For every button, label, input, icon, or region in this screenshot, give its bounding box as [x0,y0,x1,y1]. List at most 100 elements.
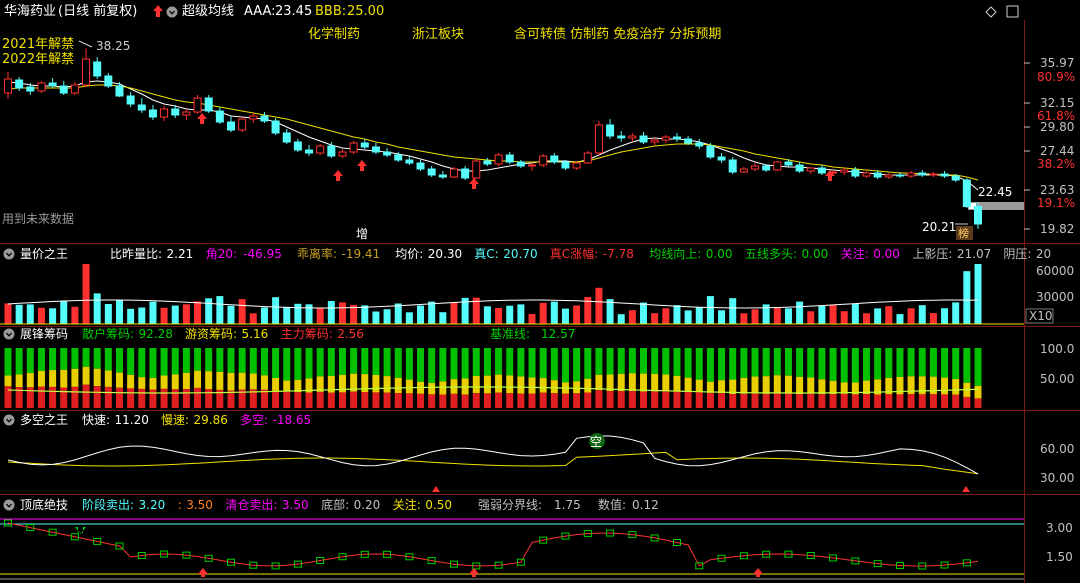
chip-hotmoney [829,380,837,395]
circle-menu-icon[interactable] [3,328,15,340]
kd-title[interactable]: 多空之王 [20,413,68,427]
candle-body [282,132,291,143]
chip-hotmoney [383,376,391,393]
concept-tag[interactable]: 浙江板块 [412,27,464,42]
up-arrow-icon [357,160,367,171]
volume-header: 量价之王 比昨量比: 2.21 角20: -46.95 乖离率: -19.41 均价: 20.… [3,246,1051,261]
field-label: 数值: [598,497,626,512]
window-icon[interactable] [1006,5,1019,18]
chip-hotmoney [160,375,168,389]
candle-body [461,168,470,179]
volume-fields: 比昨量比: 2.21 角20: -46.95 乖离率: -19.41 均价: 20.30 真C:… [110,246,1051,261]
chip-main [260,389,268,408]
candle-body [483,160,492,165]
chip-main [417,393,425,408]
trend-box [940,561,949,569]
field-label: 慢速: [161,413,189,427]
volume-tick: 60000 [1036,264,1074,278]
circle-menu-icon[interactable] [166,6,178,18]
candle-body [160,108,169,118]
chip-retail [517,348,525,377]
trend-box [895,561,904,569]
chip-hotmoney [439,381,447,395]
field-value: 20 [1036,247,1051,261]
indicator-name[interactable]: 超级均线 [182,4,234,19]
candle-body [539,155,548,166]
diamond-icon[interactable] [985,6,997,18]
price-tick: 35.97 [1040,56,1074,70]
candle-body [371,146,380,153]
trend-box [962,559,971,567]
chip-main [127,388,135,408]
volume-bar [773,307,781,324]
chip-main [15,387,23,408]
chip-hotmoney [851,382,859,395]
candle-body [126,95,135,105]
candle-body [204,97,213,112]
chip-retail [863,348,871,381]
kd-short-marker: 空 [590,435,602,449]
volume-bar [383,309,391,324]
chip-hotmoney [896,377,904,395]
candle-body [606,124,615,137]
trend-box [449,560,458,568]
bottom-title[interactable]: 顶底绝技 [20,497,68,512]
price-tick: 19.82 [1040,222,1074,236]
chip-hotmoney [495,374,503,393]
benchmark-line [7,386,979,394]
field-label: 上影压: [912,247,952,261]
volume-bar [4,303,12,324]
stock-name[interactable]: 华海药业 [4,4,56,19]
chip-hotmoney [762,376,770,394]
candle-body [238,118,247,131]
circle-menu-icon[interactable] [3,414,15,426]
volume-bar [584,297,592,324]
chip-main [439,394,447,408]
candle-body [639,135,648,143]
chip-main [93,386,101,408]
chip-hotmoney [327,376,335,393]
volume-title[interactable]: 量价之王 [20,247,68,261]
chip-retail [338,348,346,375]
candle-body [115,85,124,97]
kd-tick: 30.00 [1040,471,1074,485]
chip-hotmoney [260,375,268,390]
trend-box [249,561,258,569]
trend-box [628,531,637,539]
chip-retail [194,348,202,371]
field-label: 基准线: [490,327,530,341]
candle-body [394,154,403,161]
period-label[interactable]: (日线 前复权) [58,3,137,19]
candle-body [249,115,258,120]
sub-axes: 60000 30000 X10 100.0 50.00 60.00 30.00 … [1025,264,1074,564]
volume-bar [115,300,123,324]
chip-hotmoney [673,375,681,392]
field-label: 比昨量比: [110,247,162,261]
volume-bar [573,305,581,324]
circle-menu-icon[interactable] [3,248,15,260]
trend-box [182,551,191,559]
chip-main [104,386,112,408]
chip-hotmoney [483,375,491,394]
chip-hotmoney [718,380,726,394]
chip-hotmoney [573,381,581,394]
concept-tag[interactable]: 化学制药 [308,26,360,42]
chip-retail [729,348,737,380]
chip-retail [439,348,447,382]
trend-box [93,537,102,545]
concept-tag[interactable]: 含可转债 仿制药 免疫治疗 分拆预期 [514,26,721,42]
volume-bar [729,298,737,324]
chip-hotmoney [606,374,614,392]
chip-title[interactable]: 展锋筹码 [20,327,68,341]
volume-bar [104,304,112,324]
circle-menu-icon[interactable] [3,499,15,511]
volume-bar [963,271,971,324]
volume-bar [93,293,101,324]
candle-body [974,206,982,225]
volume-bar [929,313,937,324]
field-value: 5.16 [242,327,269,341]
chip-hotmoney [372,374,380,393]
field-value: -18.65 [273,413,312,427]
chip-main [963,396,971,408]
candle-body [951,175,960,181]
